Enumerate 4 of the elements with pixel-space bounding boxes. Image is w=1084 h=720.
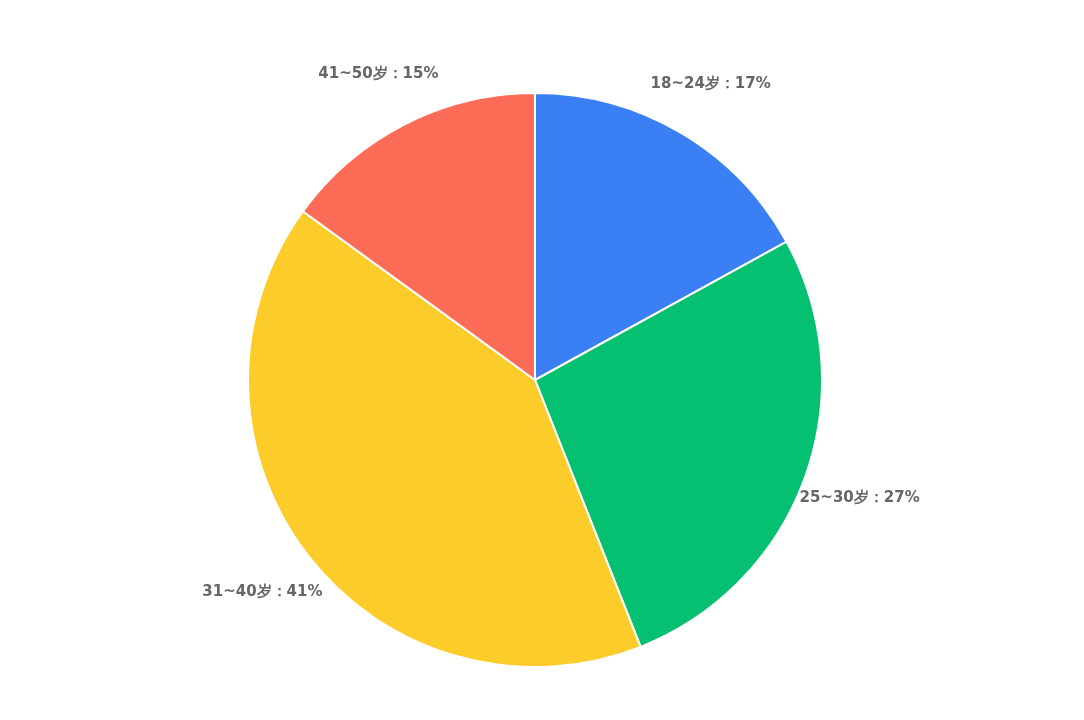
slice-label: 41~50岁：15% bbox=[318, 63, 439, 82]
slice-label: 31~40岁：41% bbox=[202, 582, 323, 601]
slice-label: 25~30岁：27% bbox=[799, 487, 920, 506]
slice-label: 18~24岁：17% bbox=[650, 74, 771, 93]
